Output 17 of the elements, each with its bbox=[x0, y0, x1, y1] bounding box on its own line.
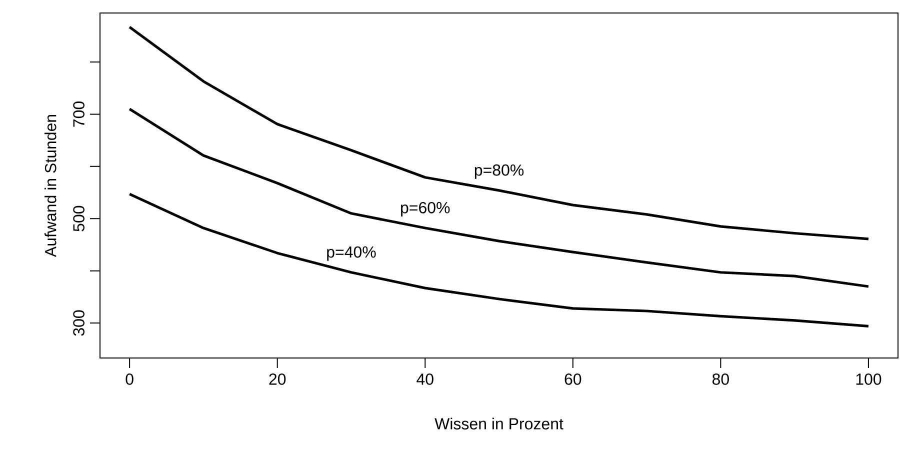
line-series bbox=[128, 26, 870, 240]
y-tick-label: 300 bbox=[73, 310, 84, 336]
x-tick-label: 40 bbox=[416, 374, 434, 385]
y-axis-title: Aufwand in Stunden bbox=[44, 114, 56, 258]
line-series bbox=[128, 108, 870, 288]
x-tick-label: 60 bbox=[564, 374, 582, 385]
annotation: p=40% bbox=[327, 246, 376, 261]
x-tick-label: 80 bbox=[712, 374, 729, 385]
x-axis-title: Wissen in Prozent bbox=[434, 418, 564, 430]
x-tick-label: 0 bbox=[126, 374, 134, 385]
y-tick-label: 500 bbox=[73, 206, 84, 232]
x-tick-label: 20 bbox=[269, 374, 286, 385]
annotation: p=80% bbox=[474, 164, 524, 179]
x-tick-label: 100 bbox=[856, 374, 882, 385]
y-tick-label: 700 bbox=[73, 102, 84, 127]
line-series bbox=[128, 192, 870, 328]
annotation: p=60% bbox=[401, 202, 450, 216]
